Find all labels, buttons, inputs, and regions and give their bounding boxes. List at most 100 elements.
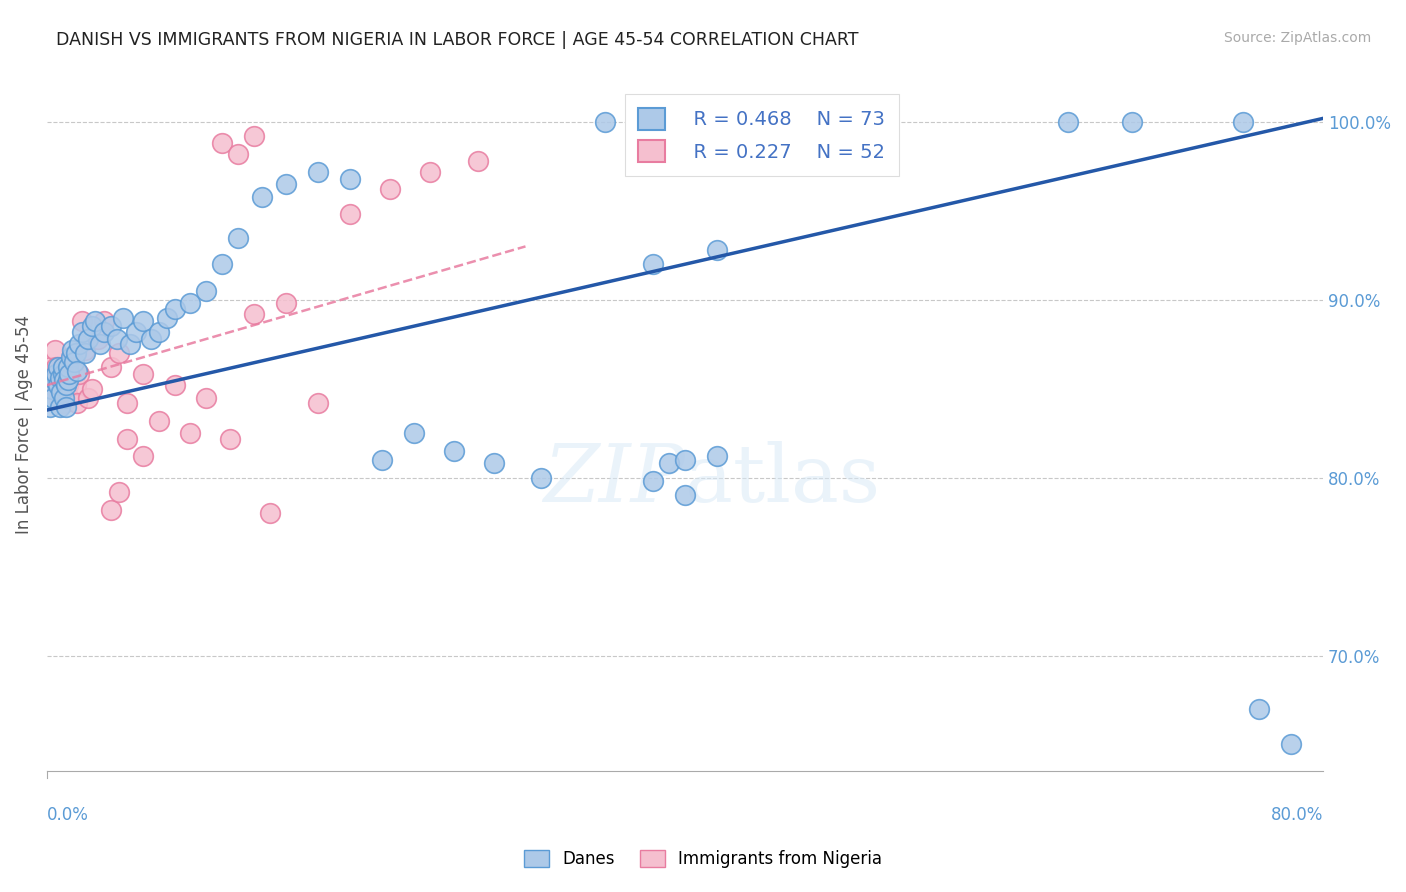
Point <box>131 314 153 328</box>
Point <box>53 396 76 410</box>
Point <box>131 450 153 464</box>
Point <box>443 444 465 458</box>
Point <box>139 332 162 346</box>
Point <box>75 343 97 357</box>
Point <box>179 426 201 441</box>
Point <box>195 391 218 405</box>
Text: atlas: atlas <box>685 441 880 519</box>
Point <box>276 296 298 310</box>
Point <box>115 432 138 446</box>
Point <box>658 457 681 471</box>
Point <box>46 378 69 392</box>
Point <box>42 391 65 405</box>
Point <box>93 314 115 328</box>
Point <box>67 337 90 351</box>
Point <box>112 310 135 325</box>
Point <box>55 400 77 414</box>
Point <box>593 115 616 129</box>
Point <box>467 154 489 169</box>
Point <box>67 368 90 382</box>
Point <box>673 488 696 502</box>
Point <box>307 396 329 410</box>
Point <box>62 343 84 357</box>
Point <box>89 337 111 351</box>
Point <box>118 337 141 351</box>
Point <box>56 373 79 387</box>
Point <box>58 368 80 382</box>
Point <box>402 426 425 441</box>
Point <box>378 182 401 196</box>
Point <box>41 382 63 396</box>
Point <box>105 332 128 346</box>
Point <box>307 165 329 179</box>
Point <box>530 470 553 484</box>
Point <box>83 314 105 328</box>
Point <box>643 115 665 129</box>
Point <box>66 396 89 410</box>
Point <box>228 230 250 244</box>
Y-axis label: In Labor Force | Age 45-54: In Labor Force | Age 45-54 <box>15 315 32 533</box>
Point <box>706 450 728 464</box>
Point <box>48 400 70 414</box>
Point <box>673 453 696 467</box>
Point <box>39 400 62 414</box>
Legend: Danes, Immigrants from Nigeria: Danes, Immigrants from Nigeria <box>517 843 889 875</box>
Point <box>673 115 696 129</box>
Point <box>100 319 122 334</box>
Point <box>643 474 665 488</box>
Point <box>46 391 69 405</box>
Point <box>219 432 242 446</box>
Point <box>80 382 103 396</box>
Point <box>44 373 66 387</box>
Point <box>52 378 75 392</box>
Point <box>55 378 77 392</box>
Point <box>75 346 97 360</box>
Point <box>148 414 170 428</box>
Text: 0.0%: 0.0% <box>46 805 89 824</box>
Point <box>211 136 233 151</box>
Point <box>371 453 394 467</box>
Point <box>65 346 87 360</box>
Text: ZIP: ZIP <box>543 441 685 518</box>
Point <box>51 368 73 382</box>
Point <box>66 364 89 378</box>
Point <box>148 325 170 339</box>
Point <box>51 382 73 396</box>
Point <box>155 310 177 325</box>
Point <box>706 243 728 257</box>
Point <box>115 396 138 410</box>
Point <box>865 119 887 133</box>
Text: DANISH VS IMMIGRANTS FROM NIGERIA IN LABOR FORCE | AGE 45-54 CORRELATION CHART: DANISH VS IMMIGRANTS FROM NIGERIA IN LAB… <box>56 31 859 49</box>
Point <box>769 115 792 129</box>
Point <box>243 307 266 321</box>
Point <box>53 391 76 405</box>
Point <box>70 325 93 339</box>
Point <box>252 189 274 203</box>
Point <box>62 360 84 375</box>
Point <box>77 332 100 346</box>
Point <box>100 360 122 375</box>
Point <box>1121 115 1143 129</box>
Point <box>48 371 70 385</box>
Point <box>93 325 115 339</box>
Point <box>243 129 266 144</box>
Point <box>195 284 218 298</box>
Point <box>1279 738 1302 752</box>
Point <box>55 360 77 375</box>
Legend:   R = 0.468    N = 73,   R = 0.227    N = 52: R = 0.468 N = 73, R = 0.227 N = 52 <box>624 94 898 176</box>
Point <box>45 368 67 382</box>
Point <box>419 165 441 179</box>
Point <box>339 207 361 221</box>
Point <box>65 378 87 392</box>
Point <box>131 368 153 382</box>
Point <box>259 506 281 520</box>
Point <box>48 373 70 387</box>
Point <box>125 325 148 339</box>
Point <box>41 378 63 392</box>
Point <box>56 360 79 375</box>
Point <box>1057 115 1080 129</box>
Point <box>46 360 69 375</box>
Point <box>276 177 298 191</box>
Point <box>59 350 82 364</box>
Point <box>39 360 62 375</box>
